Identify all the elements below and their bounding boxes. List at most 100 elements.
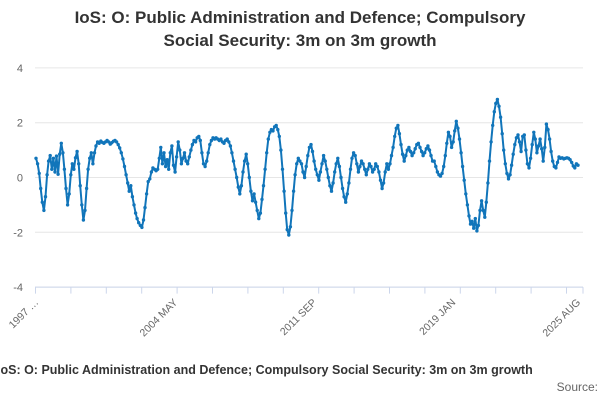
data-point [208,142,212,147]
data-point [498,115,503,119]
data-point [568,158,572,162]
data-point [126,181,130,185]
data-point [388,162,392,166]
data-point [476,223,481,228]
data-point [459,151,463,155]
data-point [261,184,266,188]
data-point [318,170,323,174]
data-point [549,149,553,154]
data-point [468,222,473,226]
data-point [481,208,485,213]
data-point [503,162,507,166]
data-point [48,153,52,158]
data-point [333,170,337,174]
data-point [83,208,87,213]
y-axis-labels: 4 2 0 -2 -4 [13,63,23,294]
data-point [451,140,455,144]
x-axis-labels: 1997 … 2004 MAY 2011 SEP 2019 JAN 2025 AUG [7,297,583,340]
data-point [547,137,552,141]
data-point [301,170,305,174]
data-point [265,151,269,155]
data-point [141,218,146,222]
data-point [348,167,353,171]
data-point [370,170,375,174]
data-point [162,151,166,155]
data-point [432,159,436,163]
data-point [137,221,141,225]
data-point [201,162,206,166]
data-point [203,164,207,169]
data-point [249,189,253,193]
data-point [375,164,379,169]
data-point [127,189,131,193]
data-point [400,152,405,156]
data-point [39,186,43,191]
data-point [540,147,544,151]
data-point [317,178,321,182]
data-point [222,141,226,145]
data-point [130,195,135,199]
data-point [133,211,138,215]
data-point [280,167,285,171]
data-point [525,162,530,166]
data-point [84,186,89,191]
data-point [290,208,294,213]
data-point [230,151,234,155]
data-point [361,162,365,166]
data-point [181,156,185,160]
data-point [519,149,523,154]
data-point [367,162,372,166]
data-point [198,138,202,143]
data-point [227,140,231,144]
chart-title-line2: Social Security: 3m on 3m growth [163,31,437,50]
data-point [514,136,519,140]
data-point [252,192,256,196]
x-axis-label: 2004 MAY [138,297,181,340]
y-axis-label: 4 [17,63,23,75]
data-point [412,151,416,155]
data-point [193,140,198,144]
data-point [59,141,63,145]
data-point [426,144,430,148]
footer-caption: IoS: O: Public Administration and Defenc… [0,363,533,377]
data-point [339,175,343,180]
data-point [159,145,163,150]
data-point [497,104,501,109]
data-point [314,167,318,171]
data-point [50,167,54,171]
data-point [502,148,506,152]
data-point [494,101,498,106]
data-point [167,167,171,171]
data-point [347,181,351,185]
data-point [435,170,440,174]
data-point [380,186,384,191]
data-point [528,156,533,160]
x-axis-label: 1997 … [7,297,41,331]
data-point [205,159,209,163]
data-point [345,192,349,196]
data-point [472,226,476,230]
data-point [45,173,49,177]
data-point [189,148,193,152]
data-point [143,205,147,210]
data-point [219,137,223,141]
data-point [464,192,468,196]
data-point [184,159,188,163]
data-point [302,175,307,180]
data-point [456,126,460,130]
data-point [427,148,432,152]
data-point [535,151,539,155]
data-point [80,203,84,207]
data-point [423,151,427,155]
data-point [508,173,512,177]
data-point [532,130,536,134]
data-point [527,166,531,170]
data-point [81,218,86,222]
data-point [135,216,139,221]
data-point [163,164,168,169]
data-point [391,145,395,150]
time-series-chart[interactable]: 4 2 0 -2 -4 1997 … 2004 MAY 2011 SEP 2019 JAN 202… [0,0,600,352]
data-point [73,156,78,160]
data-point [397,132,402,136]
data-point [118,146,122,150]
